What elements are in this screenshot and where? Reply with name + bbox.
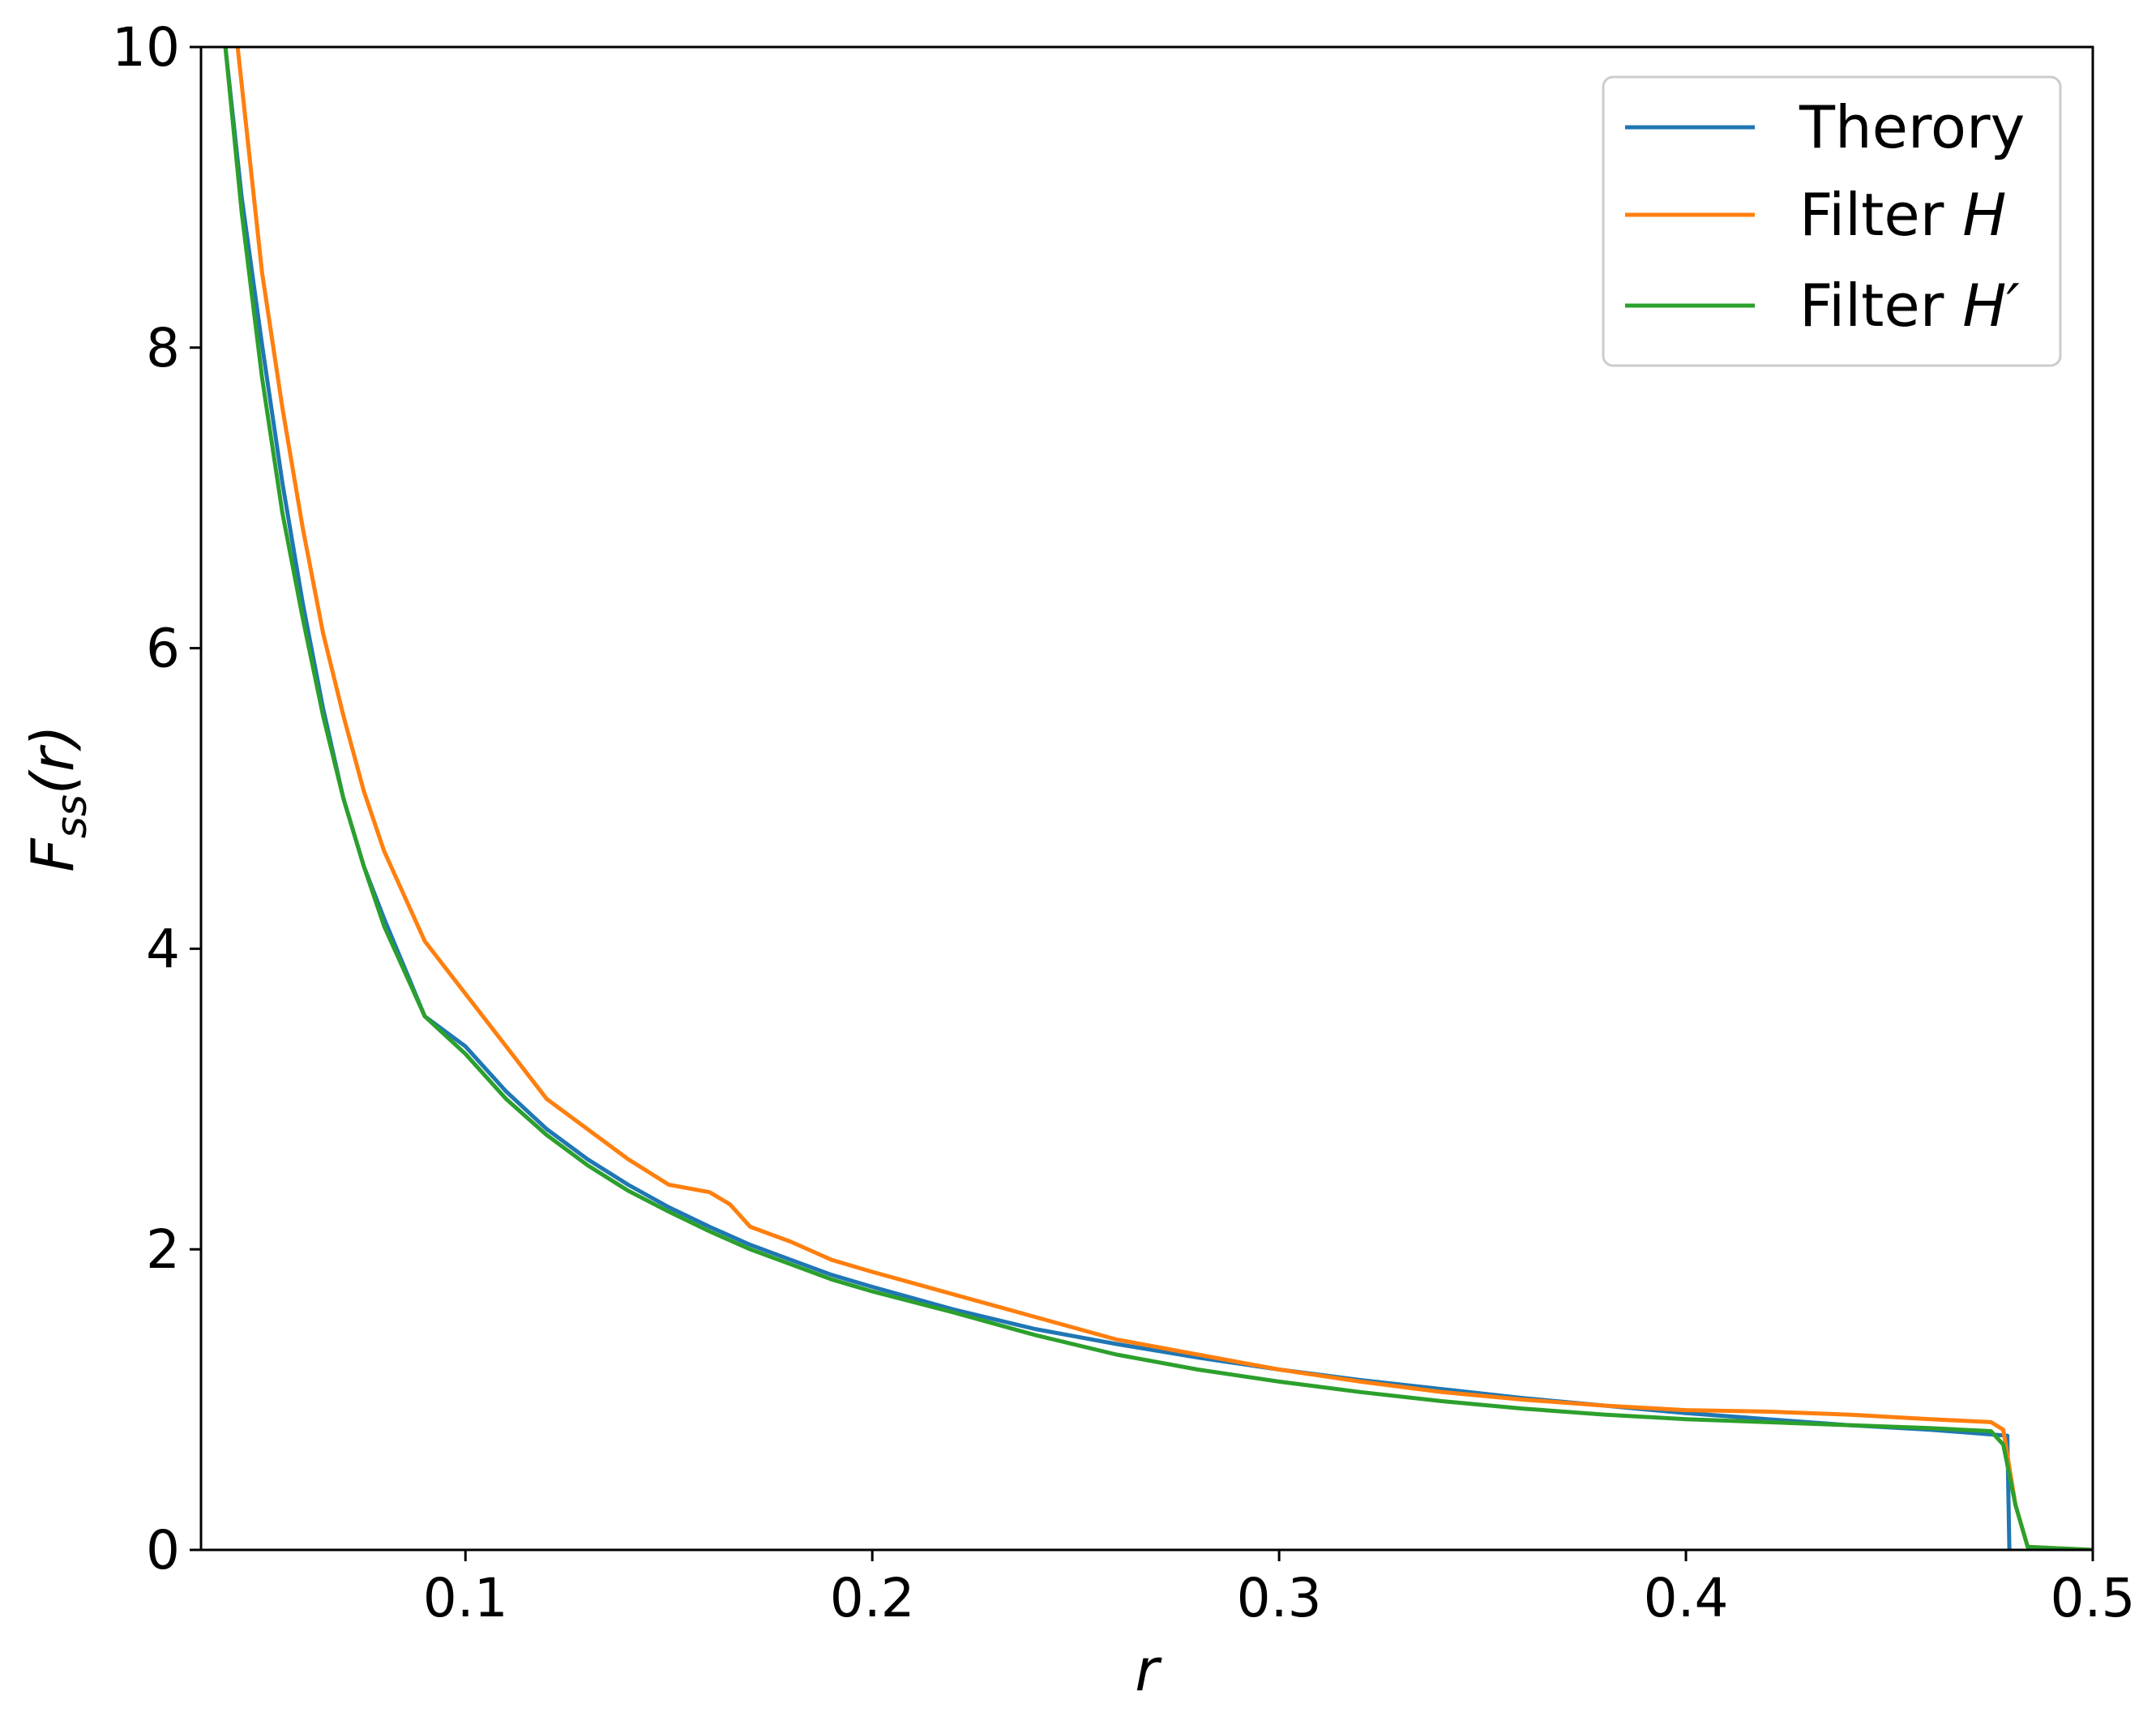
series-layer [223,47,2093,1550]
y-tick-label: 4 [146,918,180,980]
y-label-sub: ss [48,794,96,838]
y-axis-label: Fss(r) [19,725,96,871]
x-axis: 0.1 0.2 0.3 0.4 0.5 [423,1550,2136,1629]
series-line-filter-h-prime [223,47,2093,1550]
y-tick-label: 6 [146,618,180,680]
x-tick-label: 0.2 [830,1567,915,1629]
x-tick-label: 0.4 [1644,1567,1729,1629]
x-tick-label: 0.5 [2051,1567,2136,1629]
plot-frame [199,45,2094,1552]
y-tick-label: 2 [146,1218,180,1281]
y-label-rest: (r) [19,725,87,794]
legend-label-theory: Therory [1799,93,2025,161]
x-tick-label: 0.3 [1237,1567,1322,1629]
legend-label-filter-h: Filter H [1799,181,2006,249]
y-axis: 0 2 4 6 8 10 [112,16,201,1582]
y-tick-label: 10 [112,16,180,79]
y-tick-label: 0 [146,1519,180,1582]
legend-label-filter-h-prime: Filter H′ [1799,272,2020,340]
series-line-filter-h [235,47,2093,1550]
y-label-main: F [19,837,87,872]
legend: Therory Filter H Filter H′ [1602,75,2062,367]
x-axis-label: r [1135,1636,1162,1704]
x-tick-label: 0.1 [423,1567,508,1629]
y-tick-label: 8 [146,317,180,379]
legend-box [1602,75,2062,367]
svg-text:Fss(r): Fss(r) [19,725,96,871]
